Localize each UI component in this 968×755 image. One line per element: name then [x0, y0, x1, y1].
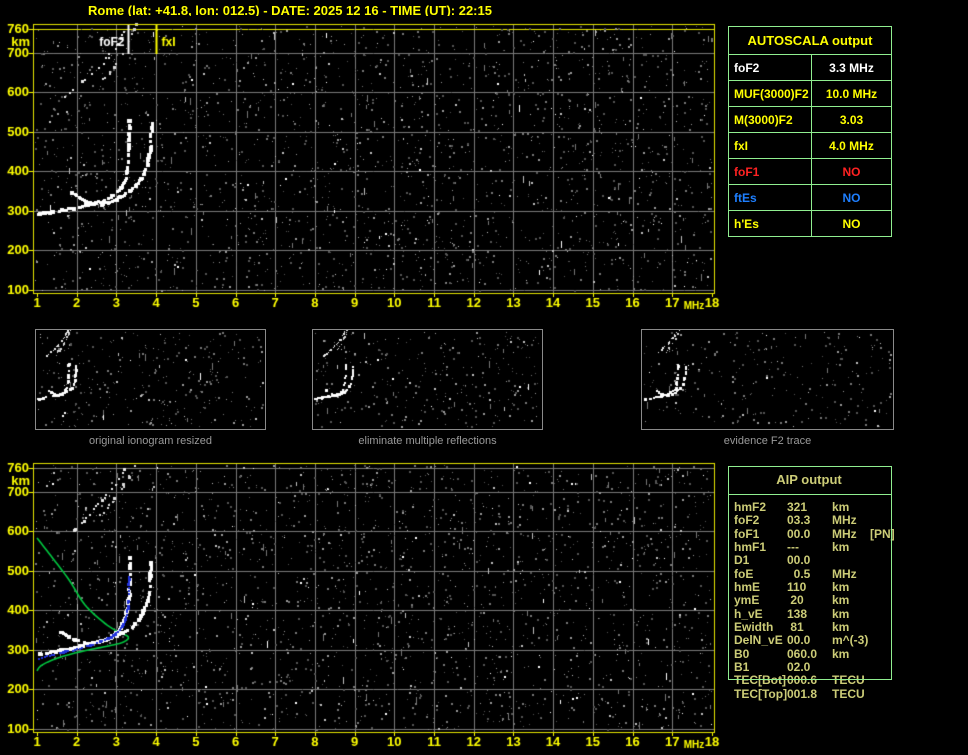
table-row-fof1: foF1 NO — [729, 159, 891, 185]
thumbnail-original-canvas — [35, 329, 266, 430]
row-label: MUF(3000)F2 — [734, 86, 809, 101]
row-value: NO — [811, 159, 891, 184]
table-row-hes: h'Es NO — [729, 211, 891, 236]
table-row-yme: ymE 20 km — [734, 593, 850, 608]
thumbnail-evidence-f2: evidence F2 trace — [641, 329, 894, 447]
table-row-hme: hmE 110 km — [734, 580, 850, 595]
table-row-hmf1: hmF1 --- km — [734, 540, 850, 555]
thumbnail-eliminate-canvas — [312, 329, 543, 430]
table-row-ftes: ftEs NO — [729, 185, 891, 211]
autoscala-table-header: AUTOSCALA output — [729, 27, 891, 55]
table-row-tec-top: TEC[Top] 001.8 TECU — [734, 686, 865, 701]
aip-header-divider — [728, 494, 892, 495]
aip-output-table: AIP output hmF2 321 km foF2 03.3 MHz foF1 00.… — [728, 466, 895, 712]
table-row-b0: B0 060.0 km — [734, 646, 850, 661]
row-label: h'Es — [734, 216, 759, 231]
thumbnail-caption: eliminate multiple reflections — [358, 435, 497, 447]
table-row-d1: D1 00.0 — [734, 553, 811, 568]
row-label: fxI — [734, 138, 749, 153]
table-row-foe: foE 0.5 MHz — [734, 566, 857, 581]
aip-table-header: AIP output — [776, 472, 842, 487]
thumbnail-original: original ionogram resized — [35, 329, 266, 447]
table-row-fof2: foF2 3.3 MHz — [729, 55, 891, 81]
row-value: NO — [811, 185, 891, 210]
table-row-hve: h_vE 138 km — [734, 606, 850, 621]
row-label: ftEs — [734, 190, 757, 205]
table-row-muf3000f2: MUF(3000)F2 10.0 MHz — [729, 81, 891, 107]
row-value: 10.0 MHz — [811, 81, 891, 106]
page-title: Rome (lat: +41.8, lon: 012.5) - DATE: 20… — [88, 3, 492, 18]
row-label: M(3000)F2 — [734, 112, 793, 127]
table-row-ewidth: Ewidth 81 km — [734, 620, 850, 635]
table-row-fof1: foF1 00.0 MHz [PN] — [734, 526, 895, 541]
table-row-deln-ve: DelN_vE 00.0 m^(-3) — [734, 633, 869, 648]
thumbnail-caption: evidence F2 trace — [723, 435, 812, 447]
row-label: foF1 — [734, 164, 760, 179]
top-ionogram-canvas — [0, 16, 724, 316]
row-value: 4.0 MHz — [811, 133, 891, 158]
bottom-ionogram-canvas — [0, 455, 724, 755]
table-row-m3000f2: M(3000)F2 3.03 — [729, 107, 891, 133]
row-label: foF2 — [734, 60, 760, 75]
table-row-fof2: foF2 03.3 MHz — [734, 513, 857, 528]
table-row-tec-bot: TEC[Bot] 000.6 TECU — [734, 673, 865, 688]
table-row-hmf2: hmF2 321 km — [734, 500, 850, 514]
row-value: NO — [811, 211, 891, 236]
table-row-fxi: fxI 4.0 MHz — [729, 133, 891, 159]
row-value: 3.3 MHz — [811, 55, 891, 80]
thumbnail-evidence-canvas — [641, 329, 894, 430]
thumbnail-caption: original ionogram resized — [89, 435, 212, 447]
autoscala-output-table: AUTOSCALA output foF2 3.3 MHz MUF(3000)F… — [728, 26, 892, 237]
row-value: 3.03 — [811, 107, 891, 132]
table-row-b1: B1 02.0 — [734, 660, 811, 675]
thumbnail-eliminate-reflections: eliminate multiple reflections — [312, 329, 543, 447]
aip-table-rows: hmF2 321 km foF2 03.3 MHz foF1 00.0 MHz [PN] hm… — [728, 500, 895, 701]
